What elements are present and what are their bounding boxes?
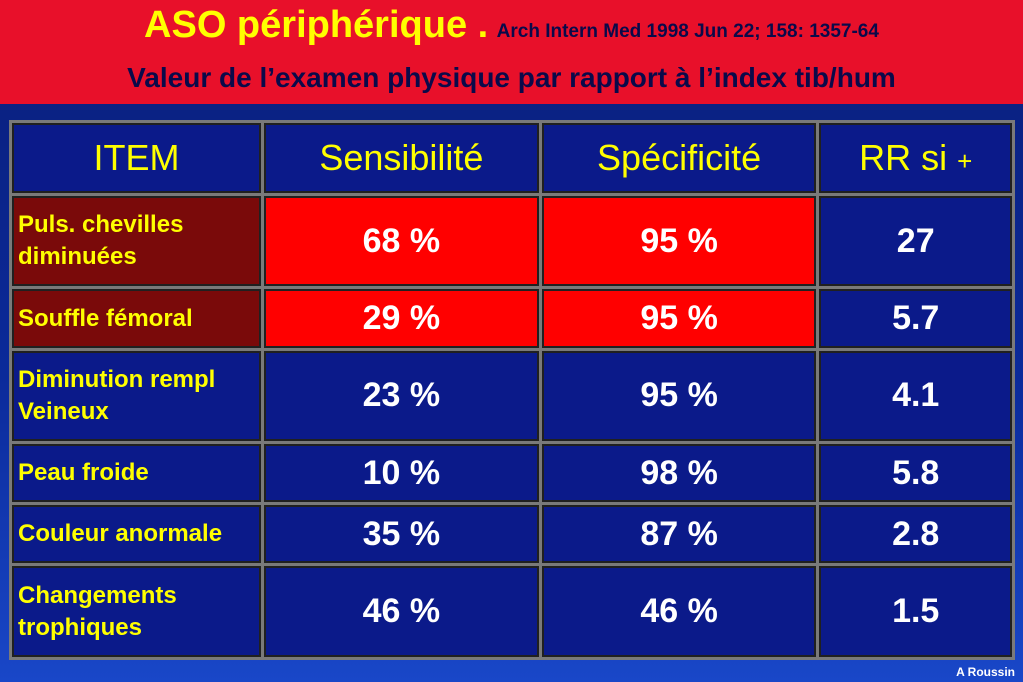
specificity-cell: 95 % [541,350,817,442]
row-label: Changements trophiques [12,566,261,657]
specificity-cell: 95 % [541,196,817,287]
row-label: Couleur anormale [12,505,261,564]
rr-label: RR si [859,137,948,178]
sensitivity-cell: 10 % [264,444,539,503]
rr-cell: 4.1 [819,350,1012,442]
specificity-cell: 98 % [541,444,817,503]
col-header-rr: RR si + [819,123,1012,193]
author-credit: A Roussin [956,665,1015,679]
sensitivity-cell: 29 % [264,289,539,348]
rr-cell: 5.7 [819,289,1012,348]
row-label: Souffle fémoral [12,289,261,348]
table-row: Puls. chevilles diminuées 68 % 95 % 27 [12,196,1012,287]
rr-cell: 27 [819,196,1012,287]
rr-cell: 2.8 [819,505,1012,564]
sensitivity-cell: 35 % [264,505,539,564]
specificity-cell: 87 % [541,505,817,564]
sensitivity-cell: 23 % [264,350,539,442]
slide-subtitle: Valeur de l’examen physique par rapport … [127,62,896,93]
table-row: Souffle fémoral 29 % 95 % 5.7 [12,289,1012,348]
rr-cell: 1.5 [819,566,1012,657]
table-row: Changements trophiques 46 % 46 % 1.5 [12,566,1012,657]
slide-title: ASO périphérique . [144,4,489,46]
sensitivity-cell: 46 % [264,566,539,657]
sensitivity-cell: 68 % [264,196,539,287]
col-header-sensitivity: Sensibilité [264,123,539,193]
reference-citation: Arch Intern Med 1998 Jun 22; 158: 1357-6… [496,21,879,42]
col-header-item: ITEM [12,123,261,193]
rr-plus: + [957,146,973,176]
table-header-row: ITEM Sensibilité Spécificité RR si + [12,123,1012,193]
row-label: Diminution rempl Veineux [12,350,261,442]
specificity-cell: 46 % [541,566,817,657]
rr-cell: 5.8 [819,444,1012,503]
title-banner: ASO périphérique . Arch Intern Med 1998 … [0,0,1023,104]
title-line: ASO périphérique . Arch Intern Med 1998 … [0,4,1023,47]
table-row: Peau froide 10 % 98 % 5.8 [12,444,1012,503]
row-label: Puls. chevilles diminuées [12,196,261,287]
row-label: Peau froide [12,444,261,503]
table-row: Diminution rempl Veineux 23 % 95 % 4.1 [12,350,1012,442]
col-header-specificity: Spécificité [541,123,817,193]
results-table: ITEM Sensibilité Spécificité RR si + Pul… [9,120,1015,660]
specificity-cell: 95 % [541,289,817,348]
table-row: Couleur anormale 35 % 87 % 2.8 [12,505,1012,564]
